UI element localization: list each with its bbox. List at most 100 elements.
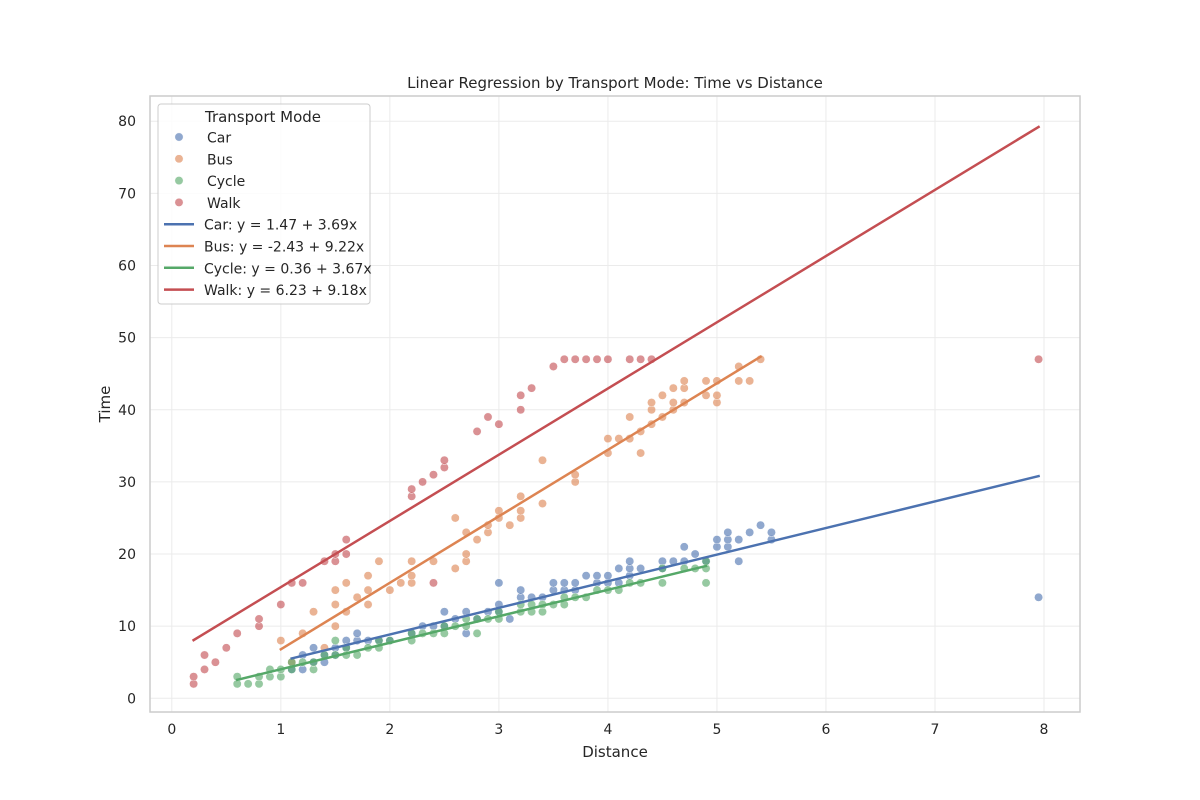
- car-point: [690, 549, 700, 559]
- walk-point: [494, 419, 504, 429]
- bus-point: [636, 448, 646, 458]
- walk-point: [483, 412, 493, 422]
- walk-point: [276, 600, 286, 609]
- chart-title: Linear Regression by Transport Mode: Tim…: [407, 74, 823, 92]
- car-point: [581, 571, 591, 581]
- grid-lines: [150, 96, 1080, 712]
- walk-point: [200, 664, 209, 674]
- car-point: [494, 578, 504, 588]
- y-axis-label: Time: [96, 386, 114, 424]
- x-tick-label: 8: [1040, 722, 1049, 738]
- bus-point: [363, 585, 373, 595]
- bus-point: [363, 571, 373, 581]
- walk-point: [625, 354, 635, 364]
- legend-entry-label: Car: [207, 131, 231, 147]
- legend-marker-swatch: [174, 154, 184, 164]
- legend-marker-swatch: [174, 176, 184, 186]
- bus-point: [734, 376, 744, 386]
- walk-point: [439, 455, 449, 465]
- plot-frame: [149, 95, 1081, 713]
- bus-point: [668, 383, 678, 393]
- x-tick-label: 7: [931, 722, 940, 738]
- walk-point: [429, 470, 438, 480]
- walk-point: [254, 614, 264, 624]
- bus-point: [450, 513, 460, 523]
- y-tick-label: 30: [118, 475, 136, 491]
- walk-point: [592, 354, 602, 364]
- bus-point: [363, 600, 373, 609]
- bus-point: [505, 520, 515, 530]
- bus-point: [472, 535, 482, 545]
- walk-point: [472, 426, 482, 436]
- walk-point: [516, 390, 526, 400]
- walk-point: [210, 657, 220, 667]
- cycle-point: [472, 628, 482, 638]
- bus-point: [701, 376, 711, 386]
- bus-point: [330, 621, 340, 631]
- cycle-point: [657, 578, 667, 588]
- legend-marker-swatch: [174, 197, 184, 207]
- car-point: [614, 564, 624, 573]
- walk-point: [559, 354, 569, 364]
- bus-regression-line: [279, 354, 763, 652]
- cycle-point: [330, 636, 340, 646]
- bus-point: [276, 636, 286, 646]
- car-point: [734, 535, 744, 545]
- bus-point: [712, 390, 722, 400]
- car-point: [745, 527, 755, 537]
- bus-point: [538, 455, 547, 465]
- walk-point: [232, 628, 242, 638]
- bus-point: [603, 434, 613, 444]
- bus-point: [679, 376, 689, 386]
- y-tick-label: 10: [118, 619, 136, 635]
- walk-point: [200, 650, 209, 660]
- bus-point: [330, 585, 340, 595]
- legend-entry-label: Cycle: y = 0.36 + 3.67x: [204, 261, 372, 277]
- bus-point: [374, 556, 384, 566]
- legend-entry-label: Bus: y = -2.43 + 9.22x: [204, 240, 364, 256]
- legend-entries: Car Bus Cycle Walk Car: y = 1.47 + 3.69x Bus:…: [164, 131, 372, 299]
- car-point: [505, 614, 515, 624]
- walk-point: [516, 405, 526, 415]
- walk-point: [189, 672, 199, 682]
- bus-point: [396, 578, 406, 588]
- y-tick-label: 20: [118, 547, 136, 563]
- car-point: [625, 556, 635, 566]
- walk-point: [603, 354, 613, 364]
- walk-point: [341, 535, 351, 545]
- legend: Transport Mode Car Bus Cycle Walk Car: y = 1…: [157, 103, 372, 305]
- walk-point: [429, 578, 438, 588]
- car-point: [439, 607, 449, 617]
- car-point: [767, 527, 776, 537]
- car-regression-line: [290, 474, 1041, 660]
- walk-point: [298, 578, 308, 588]
- car-point: [603, 571, 613, 581]
- x-tick-label: 2: [385, 722, 394, 738]
- car-point: [548, 578, 558, 588]
- y-tick-label: 40: [118, 403, 136, 419]
- bus-point: [385, 585, 395, 595]
- walk-point: [407, 484, 417, 494]
- cycle-point: [243, 679, 253, 689]
- bus-point: [407, 556, 417, 566]
- walk-point: [341, 549, 351, 559]
- y-tick-label: 80: [118, 114, 136, 130]
- walk-point: [1034, 354, 1044, 364]
- bus-point: [647, 398, 656, 408]
- x-tick-label: 0: [167, 722, 176, 738]
- x-axis-label: Distance: [582, 743, 648, 761]
- bus-point: [309, 607, 318, 617]
- car-point: [1034, 592, 1044, 602]
- legend-marker-swatch: [174, 132, 184, 142]
- cycle-regression-line: [235, 564, 708, 682]
- x-tick-label: 5: [712, 722, 721, 738]
- car-point: [734, 556, 744, 566]
- car-point: [723, 527, 733, 537]
- y-axis-ticks: 0 10 20 30 40 50 60 70 80: [118, 114, 136, 707]
- regression-lines: [191, 125, 1041, 682]
- walk-point: [418, 477, 428, 487]
- bus-point: [341, 578, 351, 588]
- car-point: [559, 578, 569, 588]
- bus-point: [625, 412, 635, 422]
